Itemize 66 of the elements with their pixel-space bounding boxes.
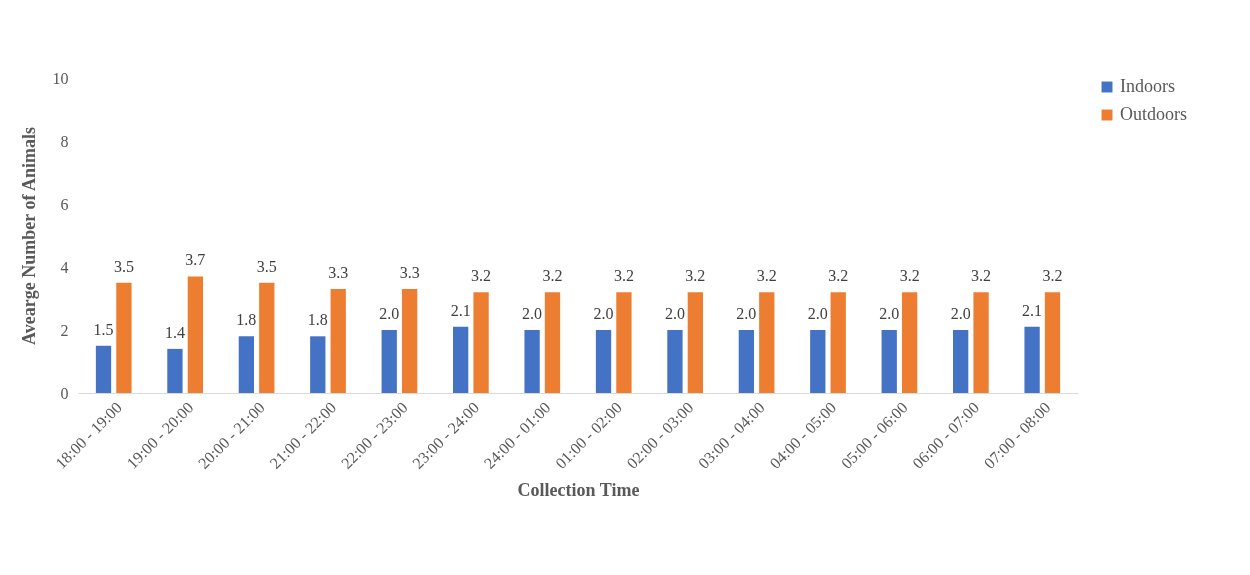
bar: [116, 282, 132, 393]
data-label: 1.4: [164, 323, 185, 341]
data-label: 2.0: [522, 305, 543, 322]
bar: [238, 336, 255, 393]
data-label: 2.0: [736, 305, 757, 322]
bar: [310, 336, 326, 393]
y-tick-label: 8: [60, 132, 69, 150]
y-tick-label: 0: [60, 384, 69, 402]
data-label: 3.3: [399, 264, 420, 282]
data-label: 3.2: [542, 267, 563, 285]
bar: [881, 330, 897, 393]
bar: [973, 292, 989, 393]
data-label: 2.0: [950, 305, 971, 322]
legend-label: Indoors: [1120, 76, 1175, 96]
bar: [95, 345, 112, 393]
bar: [187, 276, 203, 393]
data-label: 3.5: [113, 257, 134, 275]
bar: [453, 326, 469, 393]
bar: [259, 282, 275, 393]
data-label: 3.2: [971, 267, 992, 285]
legend-label: Outdoors: [1120, 104, 1187, 124]
bar: [330, 289, 346, 393]
bar: [901, 292, 918, 393]
data-label: 2.1: [1022, 301, 1043, 319]
data-label: 1.8: [236, 311, 257, 329]
bar: [1044, 292, 1061, 393]
data-label: 3.2: [899, 267, 920, 285]
bar: [381, 330, 397, 393]
y-tick-label: 10: [52, 69, 69, 87]
bar: [473, 292, 489, 393]
data-label: 3.2: [471, 267, 492, 285]
bar: [738, 330, 755, 393]
bar: [544, 292, 561, 393]
bar: [830, 292, 846, 393]
data-label: 2.0: [664, 305, 685, 322]
y-tick-label: 2: [60, 321, 69, 339]
data-label: 2.0: [379, 305, 400, 322]
bar: [687, 292, 703, 393]
bar: [810, 330, 826, 393]
data-label: 3.7: [185, 251, 206, 269]
bar: [167, 348, 183, 393]
data-label: 2.0: [593, 305, 614, 322]
data-label: 2.1: [450, 301, 471, 319]
y-axis-title: Avearge Number of Animals: [18, 127, 39, 345]
y-tick-label: 6: [60, 195, 69, 213]
data-label: 2.0: [807, 305, 828, 322]
y-tick-label: 4: [60, 258, 69, 276]
bar: [1024, 326, 1040, 393]
data-label: 3.2: [756, 267, 777, 285]
bar: [616, 292, 632, 393]
data-label: 3.2: [828, 267, 849, 285]
data-label: 1.5: [93, 320, 114, 338]
data-label: 1.8: [307, 311, 328, 329]
data-label: 3.2: [1042, 267, 1063, 285]
bar: [401, 289, 418, 393]
x-axis-title: Collection Time: [517, 479, 640, 500]
data-label: 3.3: [328, 264, 349, 282]
bar: [524, 330, 540, 393]
data-label: 3.5: [256, 257, 277, 275]
data-label: 2.0: [879, 305, 900, 322]
data-label: 3.2: [613, 267, 634, 285]
bar: [667, 330, 683, 393]
bar: [759, 292, 775, 393]
bar: [595, 330, 612, 393]
bar: [953, 330, 969, 393]
data-label: 3.2: [685, 267, 706, 285]
